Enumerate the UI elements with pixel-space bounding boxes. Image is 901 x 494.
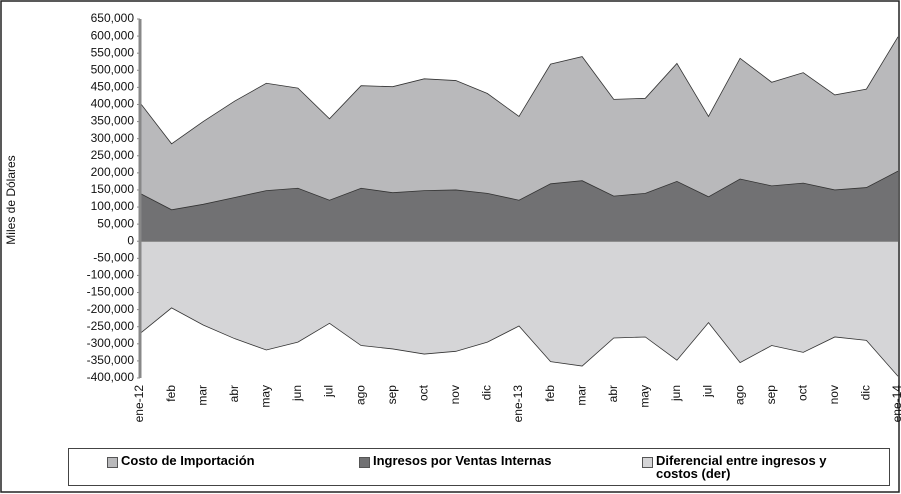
area xyxy=(140,36,898,242)
legend-item: Ingresos por Ventas Internas xyxy=(359,454,551,468)
y-tick-label: 300,000 xyxy=(91,131,135,145)
x-tick-label: ene-12 xyxy=(132,385,146,423)
x-tick-label: may xyxy=(259,385,273,408)
x-tick-label: dic xyxy=(480,385,494,400)
y-tick-label: 0 xyxy=(127,233,134,247)
y-tick-label: 400,000 xyxy=(91,97,135,111)
y-tick-label: 600,000 xyxy=(91,28,135,42)
x-tick-label: jun xyxy=(669,385,683,402)
legend-label: Ingresos por Ventas Internas xyxy=(373,453,552,468)
x-tick-label: ago xyxy=(353,385,367,405)
area-outline xyxy=(139,307,899,377)
y-tick-label: 200,000 xyxy=(91,165,135,179)
x-tick-label: abr xyxy=(606,385,620,402)
y-tick-label: 650,000 xyxy=(91,11,135,25)
y-tick-label: 50,000 xyxy=(97,216,134,230)
x-tick-label: feb xyxy=(543,385,557,402)
x-tick-label: ene-14 xyxy=(890,385,901,423)
area xyxy=(140,171,898,242)
area-outline xyxy=(139,170,899,211)
y-tick-label: 350,000 xyxy=(91,114,135,128)
y-tick-label: -100,000 xyxy=(87,268,135,282)
y-axis-label: Miles de Dólares xyxy=(4,155,18,244)
legend-label: Costo de Importación xyxy=(121,453,255,468)
y-tick-label: 550,000 xyxy=(91,45,135,59)
x-tick-label: sep xyxy=(764,385,778,405)
legend-swatch xyxy=(107,457,118,468)
x-tick-label: nov xyxy=(827,385,841,404)
legend: Costo de Importación Ingresos por Ventas … xyxy=(68,448,890,486)
x-tick-label: may xyxy=(638,385,652,408)
y-tick-label: -200,000 xyxy=(87,302,135,316)
x-tick-label: mar xyxy=(195,385,209,406)
legend-item: Costo de Importación xyxy=(107,454,255,468)
x-tick-label: oct xyxy=(416,384,430,401)
area-outline xyxy=(139,36,899,145)
legend-label: Diferencial entre ingresos y costos (der… xyxy=(656,453,827,481)
x-tick-label: jul xyxy=(701,385,715,398)
x-tick-label: jun xyxy=(290,385,304,402)
y-tick-label: -300,000 xyxy=(87,336,135,350)
x-tick-label: sep xyxy=(385,385,399,405)
y-tick-label: -350,000 xyxy=(87,353,135,367)
y-tick-label: -150,000 xyxy=(87,285,135,299)
x-tick-label: abr xyxy=(227,385,241,402)
x-tick-label: ene-13 xyxy=(511,385,525,423)
area xyxy=(140,241,898,377)
y-tick-label: 150,000 xyxy=(91,182,135,196)
y-tick-label: -50,000 xyxy=(93,251,134,265)
y-tick-label: 450,000 xyxy=(91,80,135,94)
x-tick-label: mar xyxy=(574,385,588,406)
x-tick-label: jul xyxy=(322,385,336,398)
x-tick-label: oct xyxy=(795,384,809,401)
x-tick-label: feb xyxy=(164,385,178,402)
x-tick-label: ago xyxy=(732,385,746,405)
x-tick-label: dic xyxy=(859,385,873,400)
legend-item: Diferencial entre ingresos y costos (der… xyxy=(642,454,872,480)
y-tick-label: 250,000 xyxy=(91,148,135,162)
x-tick-label: nov xyxy=(448,385,462,404)
legend-swatch xyxy=(642,457,653,468)
y-tick-label: -400,000 xyxy=(87,370,135,384)
legend-swatch xyxy=(359,457,370,468)
y-tick-label: 500,000 xyxy=(91,62,135,76)
y-tick-label: 100,000 xyxy=(91,199,135,213)
y-tick-label: -250,000 xyxy=(87,319,135,333)
